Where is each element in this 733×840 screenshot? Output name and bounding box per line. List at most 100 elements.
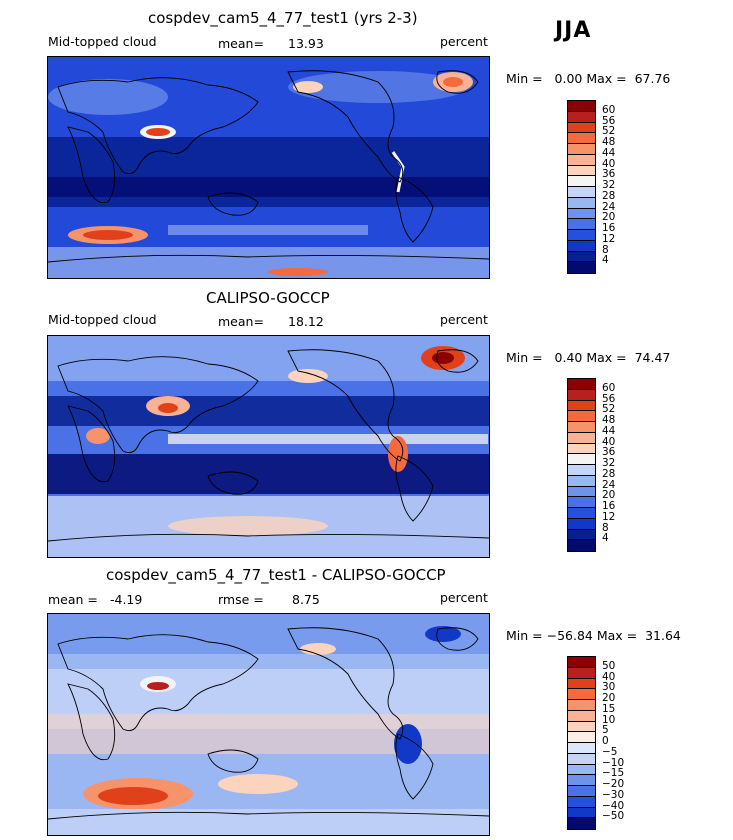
colorbar-tick-label: 12 [602,510,616,523]
colorbar-segment [568,796,595,808]
colorbar-segment [568,154,595,166]
colorbar-tick-label: 20 [602,489,616,502]
colorbar-segment [568,101,595,112]
colorbar-segment [568,465,595,476]
colorbar-tick-label: 32 [602,457,616,469]
colorbar-segment [568,807,595,819]
colorbar-segment [568,443,595,455]
colorbar-segment [568,667,595,679]
colorbar-tick-label: 0 [602,735,609,747]
colorbar-tick-label: 24 [602,200,616,213]
panel-3-map [47,613,490,836]
colorbar-tick-label: 52 [602,125,616,138]
panel-3-map-field [48,614,489,835]
colorbar-segment [568,197,595,209]
colorbar-segment [568,775,595,786]
panel-3-mean-value: -4.19 [110,592,143,607]
colorbar-tick-label: 40 [602,157,616,170]
colorbar-tick-label: 52 [602,403,616,416]
colorbar-tick-label: 48 [602,136,616,148]
colorbar-segment [568,508,595,519]
colorbar-segment [568,689,595,700]
colorbar-tick-label: 5 [602,724,609,737]
colorbar-segment [568,818,595,829]
colorbar-tick-label: 15 [602,702,616,715]
colorbar-tick-label: 40 [602,435,616,448]
colorbar-segment [568,529,595,541]
panel-3-rmse-value: 8.75 [292,592,320,607]
panel-2-mean-label: mean= [218,314,264,329]
colorbar-segment [568,133,595,144]
colorbar-segment [568,540,595,551]
colorbar-tick-label: 8 [602,243,609,256]
panel-2-units-label: percent [440,312,488,327]
colorbar-tick-label: 4 [602,532,609,545]
panel-1-mean-value: 13.93 [288,36,324,51]
colorbar-tick-label: 12 [602,232,616,245]
panel-1-variable-label: Mid-topped cloud [48,34,157,49]
panel-2-colorbar [567,378,596,552]
colorbar-tick-label: 4 [602,254,609,267]
colorbar-tick-label: 10 [602,713,616,726]
colorbar-segment [568,219,595,230]
colorbar-tick-label: 16 [602,222,616,234]
colorbar-segment [568,411,595,422]
colorbar-segment [568,230,595,241]
colorbar-segment [568,721,595,733]
panel-1-mean-label: mean= [218,36,264,51]
colorbar-segment [568,657,595,668]
colorbar-tick-label: 40 [602,670,616,683]
colorbar-tick-label: −40 [602,799,625,812]
season-label: JJA [555,18,592,43]
panel-3-colorbar [567,656,596,830]
colorbar-tick-label: 48 [602,414,616,426]
panel-2-map [47,335,490,558]
colorbar-segment [568,262,595,273]
panel-3-colorbar-ticks: 50 40 30 20 15 10 5 0 −5 −10 −15 −20 −30 −40 −50 [602,656,638,828]
panel-2-map-field [48,336,489,557]
colorbar-tick-label: 32 [602,179,616,191]
panel-2-mean-value: 18.12 [288,314,324,329]
panel-1-map-field [48,57,489,278]
colorbar-segment [568,678,595,690]
panel-3-units-label: percent [440,590,488,605]
panel-1-map [47,56,490,279]
colorbar-segment [568,486,595,498]
colorbar-segment [568,176,595,187]
colorbar-tick-label: 24 [602,478,616,491]
colorbar-segment [568,379,595,390]
colorbar-segment [568,389,595,401]
panel-2-colorbar-ticks: 60 56 52 48 44 40 36 32 28 24 20 16 12 8 4 [602,378,632,550]
colorbar-segment [568,208,595,220]
panel-3-title: cospdev_cam5_4_77_test1 - CALIPSO-GOCCP [106,566,446,584]
colorbar-segment [568,144,595,155]
panel-1-minmax: Min = 0.00 Max = 67.76 [506,71,671,86]
panel-1-title: cospdev_cam5_4_77_test1 (yrs 2-3) [148,9,418,27]
colorbar-tick-label: 28 [602,467,616,480]
panel-3-mean-label: mean = [48,592,98,607]
colorbar-segment [568,251,595,263]
colorbar-segment [568,165,595,177]
colorbar-segment [568,187,595,198]
colorbar-tick-label: 20 [602,211,616,224]
colorbar-tick-label: −30 [602,788,625,801]
colorbar-tick-label: 16 [602,500,616,512]
colorbar-tick-label: −10 [602,756,625,769]
colorbar-segment [568,422,595,433]
panel-1-units-label: percent [440,34,488,49]
colorbar-segment [568,743,595,754]
colorbar-tick-label: 56 [602,392,616,405]
colorbar-segment [568,753,595,765]
colorbar-tick-label: 28 [602,189,616,202]
colorbar-tick-label: 60 [602,103,616,116]
panel-1-colorbar-ticks: 60 56 52 48 44 40 36 32 28 24 20 16 12 8 4 [602,100,632,272]
colorbar-tick-label: −5 [602,745,618,758]
colorbar-segment [568,475,595,487]
colorbar-segment [568,497,595,508]
colorbar-segment [568,432,595,444]
colorbar-segment [568,518,595,530]
colorbar-tick-label: 36 [602,168,616,181]
panel-3-rmse-label: rmse = [218,592,264,607]
colorbar-tick-label: 36 [602,446,616,459]
colorbar-segment [568,732,595,743]
